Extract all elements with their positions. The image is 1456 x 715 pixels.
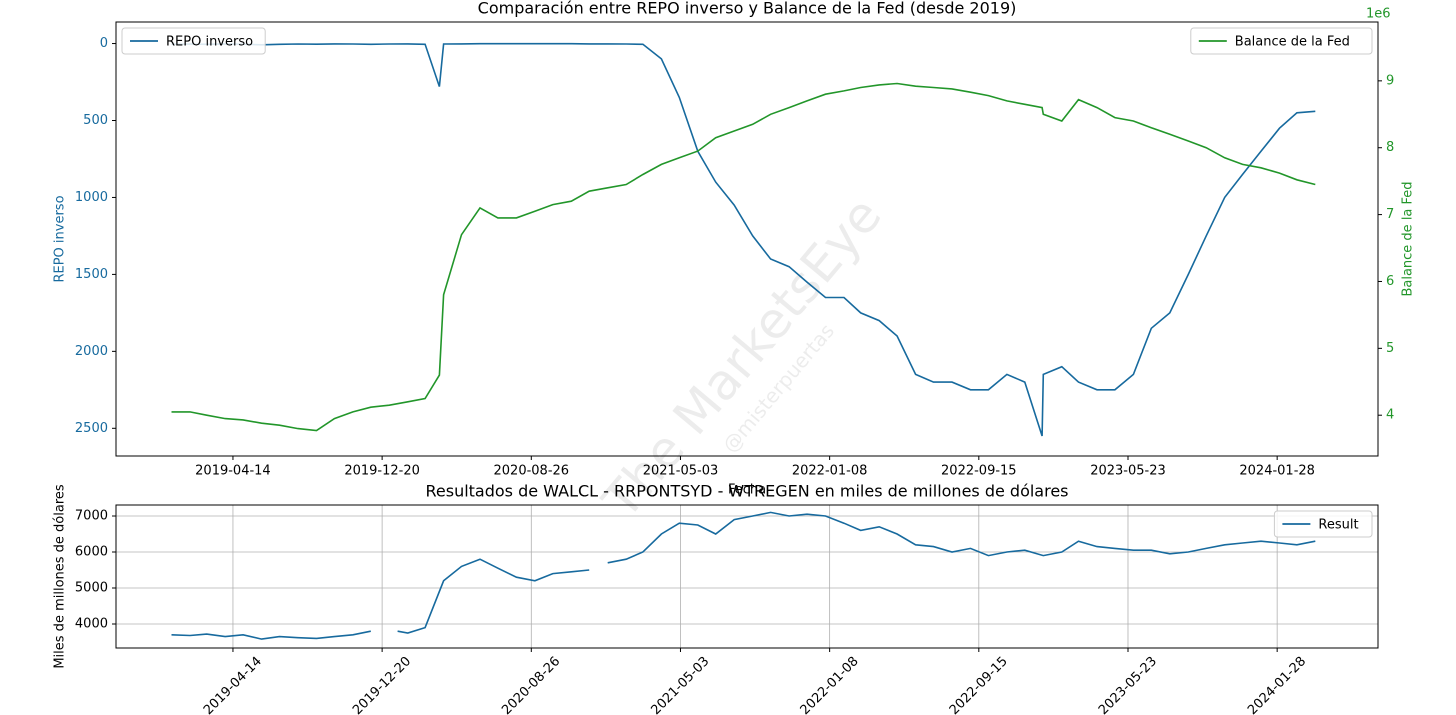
y-axis-label: REPO inverso (53, 195, 68, 282)
y-tick-label: 500 (83, 113, 108, 128)
x-tick-label: 2024-01-28 (1239, 464, 1315, 479)
y2-tick-label: 8 (1386, 140, 1394, 155)
y-tick-label: 2500 (75, 421, 108, 436)
x-tick-label: 2019-12-20 (344, 464, 420, 479)
y-axis-label: Miles de millones de dólares (53, 484, 68, 669)
y-tick-label: 5000 (75, 580, 108, 595)
x-tick-label: 2023-05-23 (1090, 464, 1166, 479)
x-tick-label: 2022-01-08 (792, 464, 868, 479)
y-tick-label: 6000 (75, 545, 108, 560)
y2-tick-label: 6 (1386, 274, 1394, 289)
y-tick-label: 2000 (75, 344, 108, 359)
x-axis-label: Fecha (728, 483, 766, 498)
legend: Result (1273, 510, 1373, 538)
y2-tick-label: 7 (1386, 207, 1394, 222)
plot-frame (115, 504, 1379, 649)
legend-box (1273, 510, 1373, 538)
legend: Balance de la Fed (1190, 27, 1373, 55)
y-tick-label: 7000 (75, 509, 108, 524)
y2-tick-label: 4 (1386, 408, 1394, 423)
legend-label: Balance de la Fed (1235, 35, 1350, 50)
legend-box (121, 27, 266, 55)
chart-title: Resultados de WALCL - RRPONTSYD - WTREGE… (425, 482, 1068, 501)
plot-frame (115, 21, 1379, 457)
x-tick-label: 2019-04-14 (195, 464, 271, 479)
y-tick-label: 4000 (75, 616, 108, 631)
x-tick-label: 2022-09-15 (941, 464, 1017, 479)
legend-label: REPO inverso (166, 35, 253, 50)
x-tick-label: 2020-08-26 (494, 464, 570, 479)
legend-label: Result (1318, 518, 1358, 533)
y2-tick-label: 9 (1386, 73, 1394, 88)
line-series (171, 42, 1316, 437)
x-tick-label: 2021-05-03 (643, 464, 719, 479)
line-series (171, 511, 1316, 640)
y2-axis-label: Balance de la Fed (1401, 181, 1416, 296)
y-tick-label: 1000 (75, 190, 108, 205)
chart-title: Comparación entre REPO inverso y Balance… (478, 0, 1017, 18)
legend: REPO inverso (121, 27, 266, 55)
y2-offset: 1e6 (1366, 7, 1391, 22)
y2-tick-label: 5 (1386, 341, 1394, 356)
legend-box (1190, 27, 1373, 55)
y-tick-label: 0 (100, 36, 108, 51)
y-tick-label: 1500 (75, 267, 108, 282)
line-series (171, 82, 1316, 432)
